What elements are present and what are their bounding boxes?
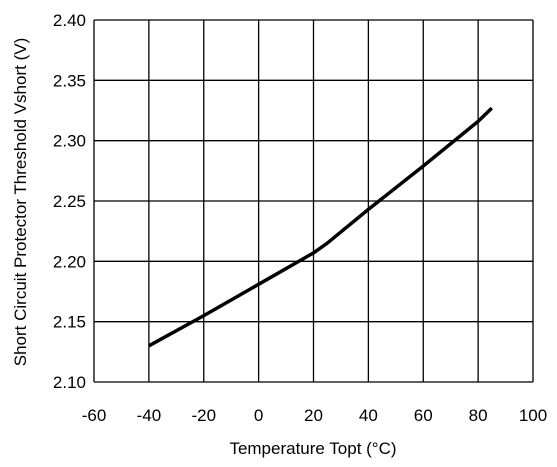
series-line (148, 106, 494, 348)
y-tick-labels: 2.10 2.15 2.20 2.25 2.30 2.35 2.40 (53, 11, 86, 392)
x-tick-label: 40 (359, 406, 378, 425)
x-tick-label: 20 (304, 406, 323, 425)
y-tick-label: 2.20 (53, 252, 86, 271)
x-tick-label: 0 (254, 406, 263, 425)
x-tick-label: -20 (191, 406, 216, 425)
y-axis-label: Short Circuit Protector Threshold Vshort… (11, 38, 30, 366)
grid-lines (93, 19, 534, 383)
y-tick-label: 2.35 (53, 71, 86, 90)
x-tick-label: 60 (414, 406, 433, 425)
y-tick-label: 2.25 (53, 192, 86, 211)
y-tick-label: 2.30 (53, 132, 86, 151)
y-tick-label: 2.15 (53, 313, 86, 332)
y-tick-label: 2.40 (53, 11, 86, 30)
x-tick-label: 80 (469, 406, 488, 425)
y-tick-label: 2.10 (53, 373, 86, 392)
x-axis-label: Temperature Topt (°C) (229, 439, 396, 458)
x-tick-labels: -60 -40 -20 0 20 40 60 80 100 (82, 406, 547, 425)
x-tick-label: -60 (82, 406, 107, 425)
series-lines (148, 106, 494, 348)
x-tick-label: 100 (519, 406, 547, 425)
x-tick-label: -40 (137, 406, 162, 425)
